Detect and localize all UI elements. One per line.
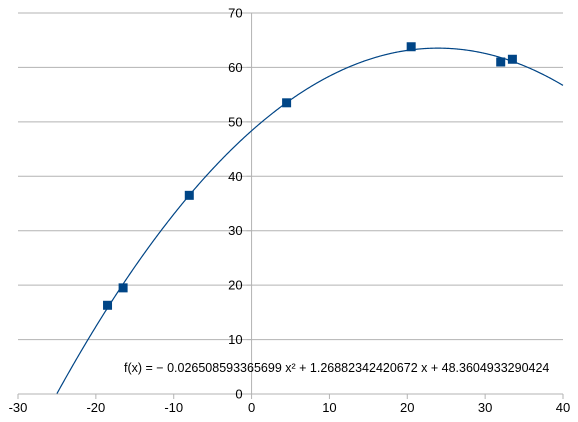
x-tick-label-7: 40 <box>556 400 570 415</box>
data-points <box>103 42 517 310</box>
trendline-layer <box>56 47 564 394</box>
x-tick-label-5: 20 <box>400 400 414 415</box>
x-tick-label-0: -30 <box>9 400 28 415</box>
data-point-1 <box>118 283 128 293</box>
trendline-curve <box>56 47 564 394</box>
axes <box>17 12 564 399</box>
data-point-4 <box>406 42 416 52</box>
grid-lines <box>18 12 563 341</box>
y-tick-label-2: 20 <box>228 278 242 293</box>
tick-labels: -30 -20 -10 0 10 20 30 40 0 10 20 30 40 50 60 70 <box>9 6 571 416</box>
y-tick-label-5: 50 <box>228 114 242 129</box>
y-tick-label-6: 60 <box>228 60 242 75</box>
x-tick-label-6: 30 <box>478 400 492 415</box>
x-tick-label-2: -10 <box>164 400 183 415</box>
y-tick-label-4: 40 <box>228 169 242 184</box>
y-tick-label-7: 70 <box>228 6 242 21</box>
x-tick-label-1: -20 <box>86 400 105 415</box>
trendline-equation: f(x) = − 0.026508593365699 x² + 1.268823… <box>124 361 549 375</box>
y-tick-label-0: 0 <box>235 387 242 402</box>
y-tick-label-1: 10 <box>228 332 242 347</box>
data-point-5 <box>496 57 506 67</box>
data-point-6 <box>507 54 517 64</box>
x-tick-label-4: 10 <box>322 400 336 415</box>
data-point-2 <box>184 190 194 200</box>
data-point-0 <box>103 300 113 310</box>
y-tick-label-3: 30 <box>228 223 242 238</box>
x-tick-label-3: 0 <box>248 400 255 415</box>
data-point-3 <box>282 98 292 108</box>
